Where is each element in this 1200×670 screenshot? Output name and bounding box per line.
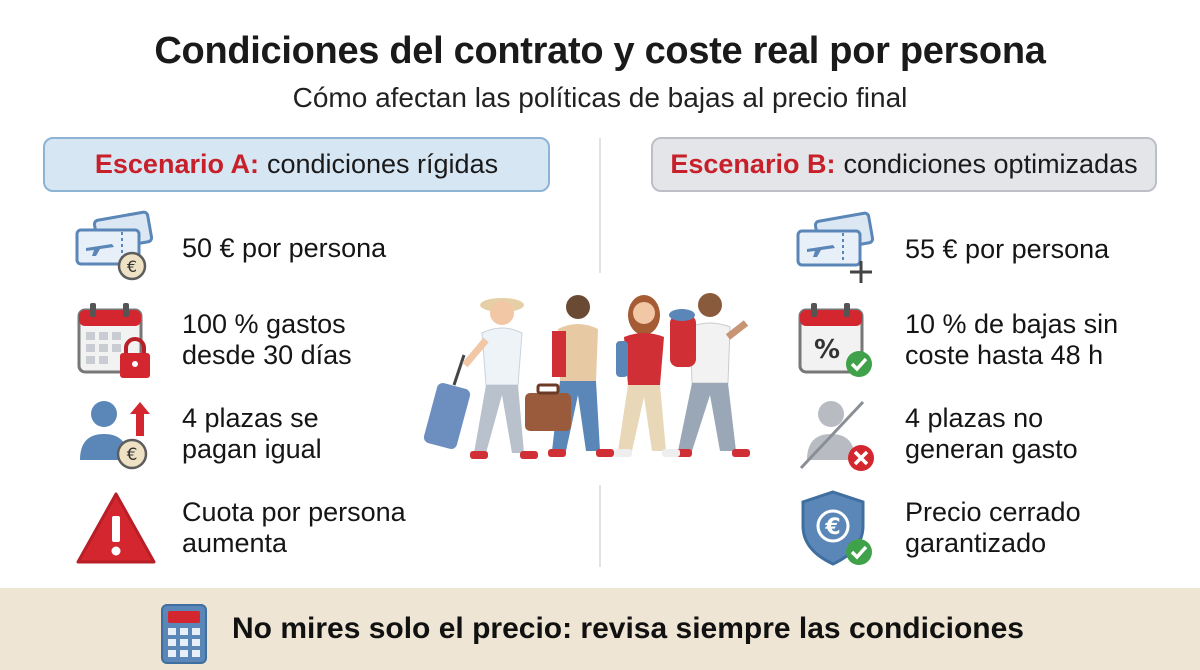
scenario-a-item-text: 50 € por persona	[182, 232, 387, 263]
scenario-b-item-price: 55 € por persona	[795, 207, 1109, 291]
page-subtitle: Cómo afectan las políticas de bajas al p…	[292, 82, 908, 113]
plane-ticket-euro-icon: €	[74, 206, 158, 290]
scenario-b-header: Escenario B: condiciones optimizadas	[651, 137, 1157, 192]
scenario-b-item-guarantee: € Precio cerrado garantizado	[795, 486, 1081, 570]
scenario-b-item-cancellation: % 10 % de bajas sin coste hasta 48 h	[795, 298, 1118, 382]
scenario-a-label: Escenario A:	[94, 149, 259, 179]
plane-ticket-plus-icon	[795, 207, 879, 291]
scenario-a-item-cancellation: 100 % gastos desde 30 días	[74, 298, 352, 382]
shield-euro-check-icon: €	[795, 486, 879, 570]
svg-text:%: %	[814, 335, 840, 365]
scenario-a-item-text: 4 plazas se pagan igual	[182, 403, 322, 464]
calculator-icon	[160, 603, 208, 665]
scenario-a-item-quota: Cuota por persona aumenta	[74, 486, 406, 570]
scenario-b-item-text: 10 % de bajas sin coste hasta 48 h	[905, 309, 1119, 370]
scenario-a-item-price: € 50 € por persona	[74, 206, 386, 290]
footer-message: No mires solo el precio: revisa siempre …	[232, 612, 1024, 645]
svg-text:€: €	[824, 515, 840, 540]
calendar-lock-icon	[74, 298, 158, 382]
person-crossed-x-icon	[795, 392, 879, 476]
calendar-percent-check-icon: %	[795, 298, 879, 382]
scenario-b-item-seats: 4 plazas no generan gasto	[795, 392, 1078, 476]
center-divider-bottom	[599, 485, 601, 567]
center-divider-top	[599, 138, 601, 273]
scenario-a-description: condiciones rígidas	[266, 149, 499, 179]
svg-text:€: €	[127, 445, 138, 465]
person-euro-up-arrow-icon: €	[74, 392, 158, 476]
svg-text:€: €	[127, 257, 137, 276]
page-title: Condiciones del contrato y coste real po…	[154, 30, 1046, 72]
travelers-group-illustration	[420, 285, 770, 475]
warning-triangle-icon	[74, 486, 158, 570]
scenario-b-description: condiciones optimizadas	[843, 149, 1138, 179]
scenario-b-item-text: 55 € por persona	[905, 233, 1110, 264]
scenario-a-item-text: 100 % gastos desde 30 días	[182, 309, 352, 370]
scenario-a-header: Escenario A: condiciones rígidas	[43, 137, 550, 192]
scenario-b-label: Escenario B:	[670, 149, 836, 179]
scenario-a-item-text: Cuota por persona aumenta	[182, 497, 406, 558]
scenario-b-item-text: 4 plazas no generan gasto	[905, 403, 1078, 464]
scenario-a-item-seats: € 4 plazas se pagan igual	[74, 392, 322, 476]
scenario-b-item-text: Precio cerrado garantizado	[905, 497, 1081, 558]
